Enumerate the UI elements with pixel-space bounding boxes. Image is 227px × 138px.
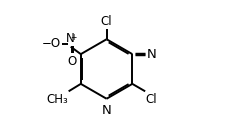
- Text: CH₃: CH₃: [46, 93, 68, 106]
- Text: Cl: Cl: [100, 15, 112, 28]
- Text: Cl: Cl: [145, 93, 157, 106]
- Text: −O: −O: [41, 37, 60, 50]
- Text: N: N: [101, 104, 111, 117]
- Text: N: N: [65, 32, 74, 45]
- Text: +: +: [70, 33, 76, 42]
- Text: O: O: [67, 55, 77, 67]
- Text: N: N: [146, 48, 155, 61]
